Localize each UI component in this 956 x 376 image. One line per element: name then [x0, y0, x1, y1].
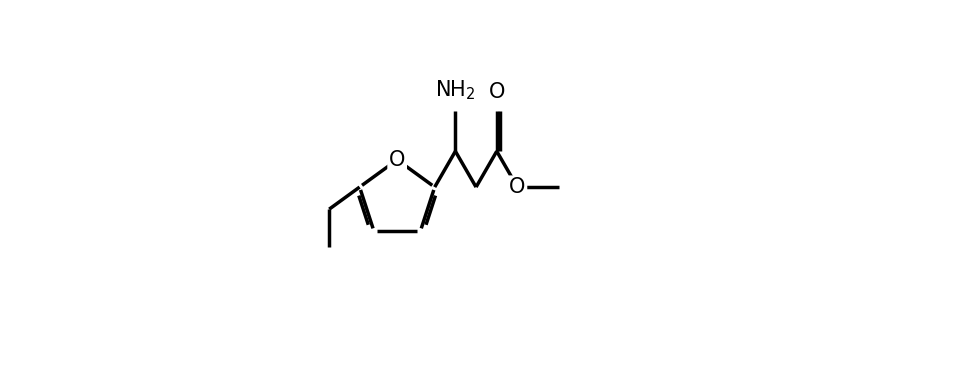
Text: NH$_2$: NH$_2$ — [435, 79, 476, 102]
Text: O: O — [510, 177, 526, 197]
Text: O: O — [489, 82, 505, 102]
Text: O: O — [389, 150, 405, 170]
